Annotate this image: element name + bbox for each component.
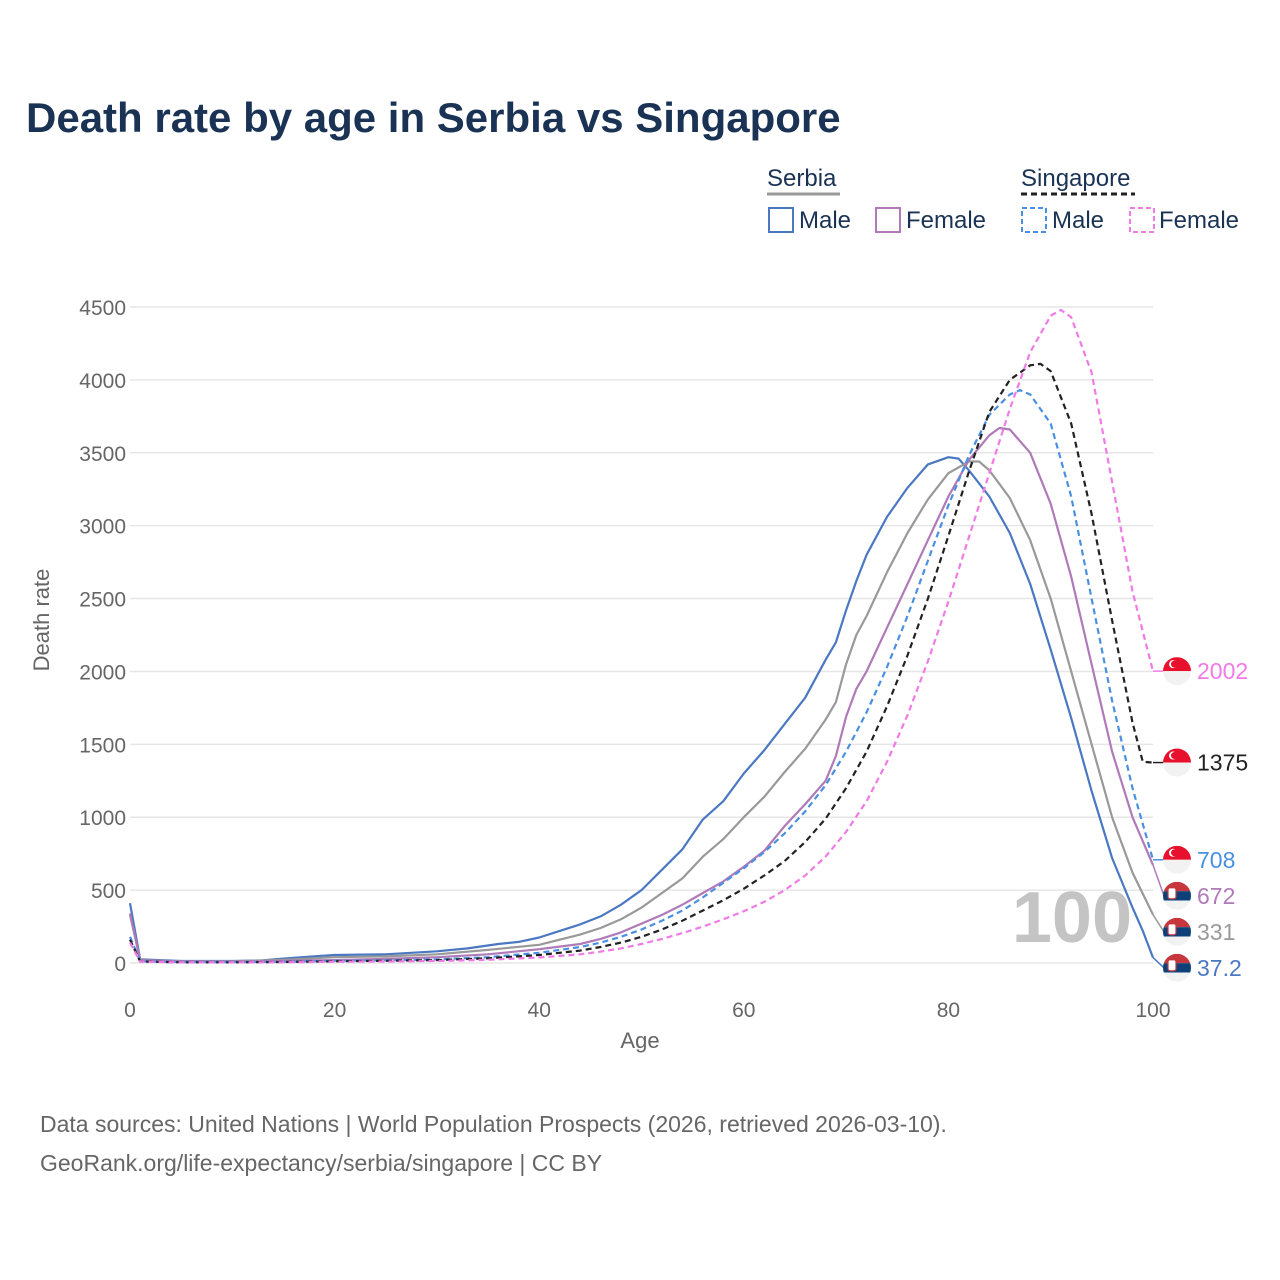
y-tick-label: 3500 bbox=[79, 443, 126, 466]
footer-link: GeoRank.org/life-expectancy/serbia/singa… bbox=[40, 1150, 602, 1176]
legend-swatch-serbia-female bbox=[875, 207, 901, 233]
x-tick-label: 100 bbox=[1135, 999, 1170, 1022]
y-tick-label: 2500 bbox=[79, 589, 126, 612]
flag-icon-serbia bbox=[1163, 881, 1191, 910]
y-tick-label: 2000 bbox=[79, 661, 126, 684]
x-tick-label: 80 bbox=[937, 999, 960, 1022]
y-tick-label: 500 bbox=[91, 880, 126, 903]
flag-icon-singapore bbox=[1163, 748, 1191, 777]
y-tick-label: 1500 bbox=[79, 734, 126, 757]
x-tick-label: 60 bbox=[732, 999, 755, 1022]
end-connector bbox=[1152, 957, 1165, 969]
series-line-serbia_female bbox=[128, 426, 1155, 963]
y-tick-label: 3000 bbox=[79, 516, 126, 539]
end-connector bbox=[1152, 864, 1165, 897]
end-label-singapore_male: 708 bbox=[1197, 847, 1235, 873]
x-tick-label: 40 bbox=[528, 999, 551, 1022]
flag-icon-serbia bbox=[1163, 953, 1191, 982]
legend-label-serbia-male: Male bbox=[799, 207, 851, 234]
footer-source: Data sources: United Nations | World Pop… bbox=[40, 1111, 947, 1137]
flag-icon-singapore bbox=[1163, 845, 1191, 874]
end-label-singapore_female: 2002 bbox=[1197, 658, 1248, 684]
legend-group-serbia: Serbia bbox=[767, 165, 837, 192]
y-tick-label: 4000 bbox=[79, 370, 126, 393]
series bbox=[128, 308, 1155, 964]
series-line-serbia_male bbox=[128, 456, 1155, 963]
end-label-serbia_male: 37.2 bbox=[1197, 955, 1242, 981]
x-tick-label: 0 bbox=[124, 999, 136, 1022]
legend-swatch-singapore-female bbox=[1129, 207, 1155, 233]
legend-group-singapore: Singapore bbox=[1021, 165, 1130, 192]
y-tick-label: 1000 bbox=[79, 807, 126, 830]
series-line-singapore_female bbox=[129, 308, 1155, 964]
y-axis-label: Death rate bbox=[29, 569, 54, 672]
end-label-serbia_female: 672 bbox=[1197, 883, 1235, 909]
grid bbox=[130, 306, 1153, 964]
end-label-serbia_total: 331 bbox=[1197, 919, 1235, 945]
end-label-singapore_total: 1375 bbox=[1197, 750, 1248, 776]
series-line-singapore_total bbox=[129, 362, 1154, 964]
end-connector bbox=[1152, 914, 1165, 933]
legend-swatch-singapore-male bbox=[1021, 207, 1047, 233]
x-tick-label: 20 bbox=[323, 999, 346, 1022]
flag-icon-singapore bbox=[1163, 657, 1191, 686]
end-labels: 37.2 331 672 708 1375 2002 bbox=[1152, 657, 1248, 982]
y-tick-label: 0 bbox=[114, 953, 126, 976]
legend-label-serbia-female: Female bbox=[906, 207, 986, 234]
legend: Serbia Singapore Male Female Male Female bbox=[767, 165, 1239, 234]
flag-icon-serbia bbox=[1163, 917, 1191, 946]
chart-title: Death rate by age in Serbia vs Singapore bbox=[26, 94, 841, 141]
year-watermark: 100 bbox=[1012, 878, 1132, 958]
axes: 0 500 1000 1500 2000 2500 3000 3500 4000 4500 0 20 4… bbox=[79, 297, 1170, 1022]
legend-label-singapore-male: Male bbox=[1052, 207, 1104, 234]
legend-swatch-serbia-male bbox=[768, 207, 794, 233]
y-tick-label: 4500 bbox=[79, 297, 126, 320]
legend-label-singapore-female: Female bbox=[1159, 207, 1239, 234]
series-line-serbia_total bbox=[128, 460, 1154, 963]
x-axis-label: Age bbox=[620, 1028, 659, 1053]
series-line-singapore_male bbox=[128, 389, 1155, 964]
